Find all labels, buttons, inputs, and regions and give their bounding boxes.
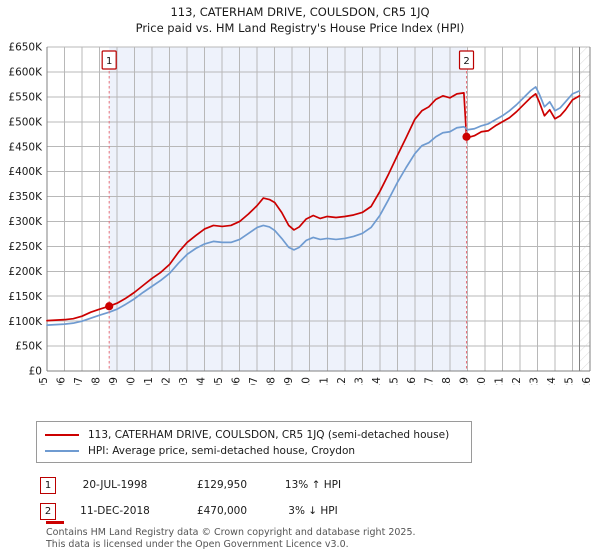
price-history-chart: £0 £50K £100K £150K £200K £250K £300K £350K £400… xyxy=(8,42,593,385)
x-axis-tick-label: 1997 xyxy=(73,377,85,385)
series-line-property xyxy=(46,92,581,322)
x-axis-tick-label: 2016 xyxy=(406,377,418,385)
event-marker-badge[interactable]: 1 xyxy=(101,50,117,70)
transaction-hpi-delta: 3% ↓ HPI xyxy=(288,505,338,517)
y-axis-tick-label: £450K xyxy=(8,141,43,153)
x-axis-tick-label: 2006 xyxy=(231,377,243,385)
x-axis-tick-label: 1996 xyxy=(56,377,68,385)
y-axis-tick-label: £300K xyxy=(8,216,43,228)
y-axis-tick-label: £600K xyxy=(8,67,43,79)
y-axis-tick-label: £650K xyxy=(8,42,43,54)
footer-line-1: Contains HM Land Registry data © Crown c… xyxy=(46,527,416,538)
y-axis-tick-label: £350K xyxy=(8,191,43,203)
x-axis-tick-label: 2021 xyxy=(493,377,505,385)
x-axis-tick-label: 2012 xyxy=(336,377,348,385)
x-axis-tick-label: 2005 xyxy=(213,377,225,385)
legend-item-hpi: HPI: Average price, semi-detached house,… xyxy=(45,443,463,459)
transaction-badge: 1 xyxy=(40,476,56,494)
chart-legend: 113, CATERHAM DRIVE, COULSDON, CR5 1JQ (… xyxy=(36,421,472,463)
x-axis-tick-label: 2002 xyxy=(161,377,173,385)
x-axis-tick-label: 2011 xyxy=(318,377,330,385)
transaction-hpi-delta: 13% ↑ HPI xyxy=(284,479,342,491)
svg-text:2: 2 xyxy=(463,56,469,67)
svg-text:1: 1 xyxy=(106,56,112,67)
y-axis-tick-label: £150K xyxy=(8,291,43,303)
transaction-row[interactable]: 2 11-DEC-2018 £470,000 3% ↓ HPI xyxy=(40,498,470,524)
legend-label-property: 113, CATERHAM DRIVE, COULSDON, CR5 1JQ (… xyxy=(88,429,450,441)
shaded-ownership-span xyxy=(109,47,467,371)
x-axis-tick-label: 2020 xyxy=(476,377,488,385)
x-axis-tick-label: 1999 xyxy=(108,377,120,385)
page-title: 113, CATERHAM DRIVE, COULSDON, CR5 1JQ xyxy=(170,5,430,19)
legend-label-hpi: HPI: Average price, semi-detached house,… xyxy=(88,445,356,457)
footer-line-2: This data is licensed under the Open Gov… xyxy=(46,538,349,550)
x-axis-tick-label: 2001 xyxy=(143,377,155,385)
x-axis-tick-label: 2018 xyxy=(441,377,453,385)
y-axis-tick-label: £50K xyxy=(15,341,43,353)
x-axis-tick-label: 2014 xyxy=(371,377,383,385)
legend-item-property: 113, CATERHAM DRIVE, COULSDON, CR5 1JQ (… xyxy=(45,427,463,443)
footer-rule xyxy=(46,521,64,524)
x-axis-tick-label: 1995 xyxy=(38,377,50,385)
page-subtitle: Price paid vs. HM Land Registry's House … xyxy=(135,21,465,35)
transaction-price: £470,000 xyxy=(196,505,248,517)
transaction-badge: 2 xyxy=(40,502,56,520)
x-axis-tick-label: 2007 xyxy=(248,377,260,385)
chart-header: 113, CATERHAM DRIVE, COULSDON, CR5 1JQ P… xyxy=(0,0,600,36)
x-axis-tick-label: 1998 xyxy=(91,377,103,385)
footer-attribution: Contains HM Land Registry data © Crown c… xyxy=(46,527,566,550)
x-axis-tick-label: 2010 xyxy=(301,377,313,385)
x-axis-tick-label: 2023 xyxy=(529,377,541,385)
transaction-date: 11-DEC-2018 xyxy=(80,505,150,517)
y-axis-tick-label: £550K xyxy=(8,91,43,103)
legend-swatch-property xyxy=(45,434,79,436)
x-axis-tick-label: 2015 xyxy=(388,377,400,385)
y-axis-tick-label: £0 xyxy=(29,366,42,378)
event-marker-dot xyxy=(105,302,114,311)
x-axis-tick-label: 2022 xyxy=(511,377,523,385)
transaction-row[interactable]: 1 20-JUL-1998 £129,950 13% ↑ HPI xyxy=(40,472,470,498)
y-axis-tick-label: £500K xyxy=(8,116,43,128)
transaction-list: 1 20-JUL-1998 £129,950 13% ↑ HPI 2 11-DE… xyxy=(40,472,470,524)
y-axis-tick-label: £200K xyxy=(8,266,43,278)
x-axis-tick-label: 2004 xyxy=(196,377,208,385)
transaction-price: £129,950 xyxy=(196,479,248,491)
x-axis-tick-label: 2008 xyxy=(266,377,278,385)
x-axis-tick-label: 2003 xyxy=(178,377,190,385)
y-axis-tick-label: £100K xyxy=(8,316,43,328)
event-marker-badge[interactable]: 2 xyxy=(458,50,475,70)
event-marker-dot xyxy=(462,132,471,141)
hatched-future-band xyxy=(579,47,590,371)
x-axis-tick-label: 2019 xyxy=(458,377,470,385)
x-axis-tick-label: 2000 xyxy=(126,377,138,385)
series-line-hpi xyxy=(46,86,581,326)
x-axis-tick-label: 2025 xyxy=(564,377,576,385)
x-axis-tick-label: 2013 xyxy=(353,377,365,385)
y-axis-tick-label: £400K xyxy=(8,166,43,178)
transaction-date: 20-JUL-1998 xyxy=(82,479,148,491)
chart-plot-area: £0 £50K £100K £150K £200K £250K £300K £350K £400… xyxy=(0,40,600,385)
x-axis-tick-label: 2026 xyxy=(581,377,593,385)
y-axis-tick-label: £250K xyxy=(8,241,43,253)
x-axis-tick-label: 2009 xyxy=(283,377,295,385)
x-axis-tick-label: 2024 xyxy=(546,377,558,385)
legend-swatch-hpi xyxy=(45,450,79,452)
x-axis-tick-label: 2017 xyxy=(423,377,435,385)
